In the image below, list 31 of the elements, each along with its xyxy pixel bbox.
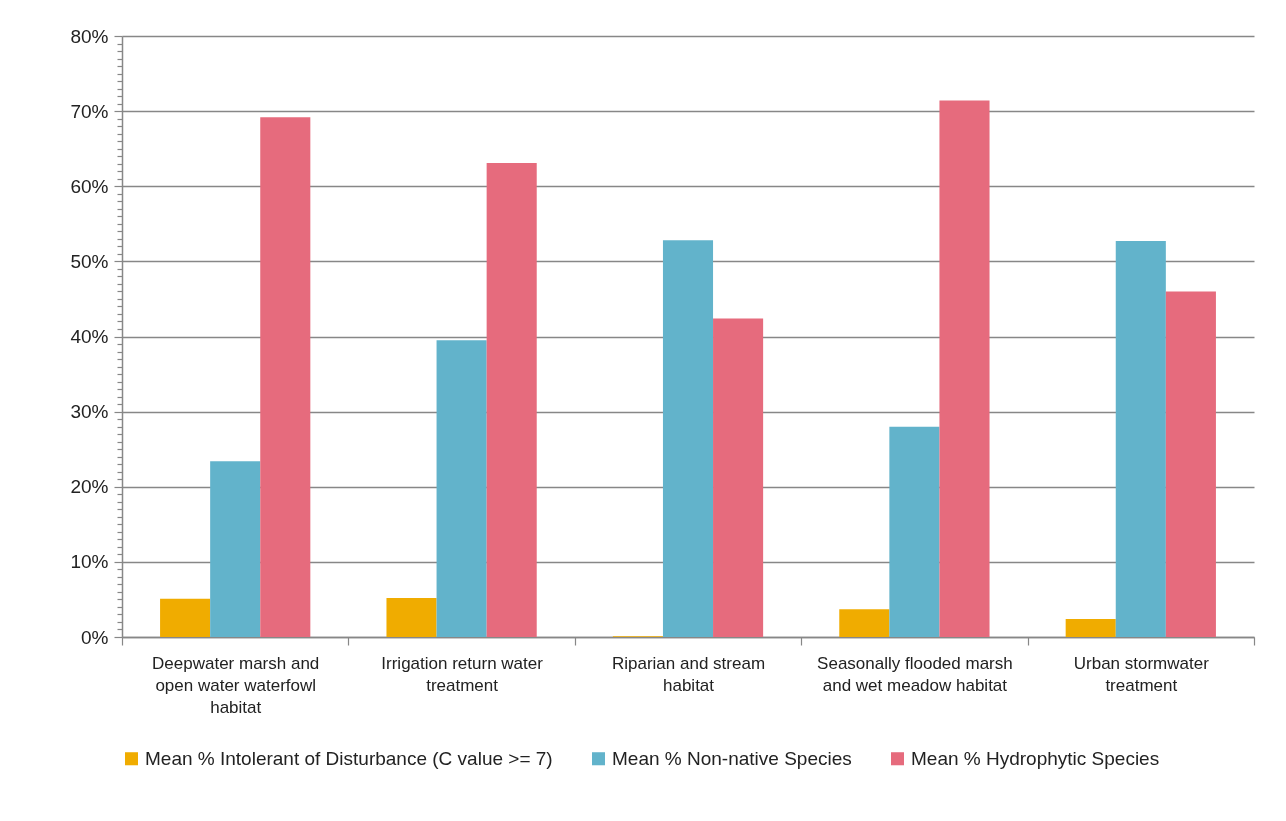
- legend-label: Mean % Hydrophytic Species: [911, 747, 1160, 769]
- bar: [436, 340, 487, 637]
- legend-label: Mean % Intolerant of Disturbance (C value >= 7): [145, 747, 553, 769]
- y-tick-label: 70%: [70, 100, 109, 122]
- legend-label: Mean % Non-native Species: [612, 747, 852, 769]
- bar: [260, 117, 311, 637]
- y-tick-label: 30%: [70, 401, 109, 423]
- bar: [1115, 241, 1166, 637]
- x-tick-label: Seasonally flooded marsh and wet meadow habitat: [817, 653, 1013, 695]
- y-tick-label: 80%: [70, 25, 109, 47]
- bar: [889, 426, 940, 637]
- y-tick-label: 50%: [70, 250, 109, 272]
- bar: [386, 597, 437, 637]
- bar: [160, 598, 211, 637]
- bar: [1065, 618, 1116, 637]
- y-tick-label: 0%: [81, 626, 109, 648]
- y-tick-label: 10%: [70, 551, 109, 573]
- x-tick-label: Riparian and stream habitat: [611, 653, 766, 695]
- y-tick-label: 20%: [70, 476, 109, 498]
- y-tick-label: 60%: [70, 175, 109, 197]
- bar: [839, 609, 890, 637]
- x-tick-label: Urban stormwater treatment: [1073, 653, 1210, 695]
- bar: [713, 318, 764, 637]
- y-tick-label: 40%: [70, 326, 109, 347]
- x-tick-label: Deepwater marsh and open water waterfowl habitat: [152, 653, 320, 717]
- x-tick-label: Irrigation return water treatment: [381, 653, 544, 695]
- bar: [939, 100, 990, 637]
- bar: [486, 162, 537, 637]
- bar: [210, 461, 261, 637]
- bar: [1165, 291, 1216, 637]
- bar: [662, 240, 714, 637]
